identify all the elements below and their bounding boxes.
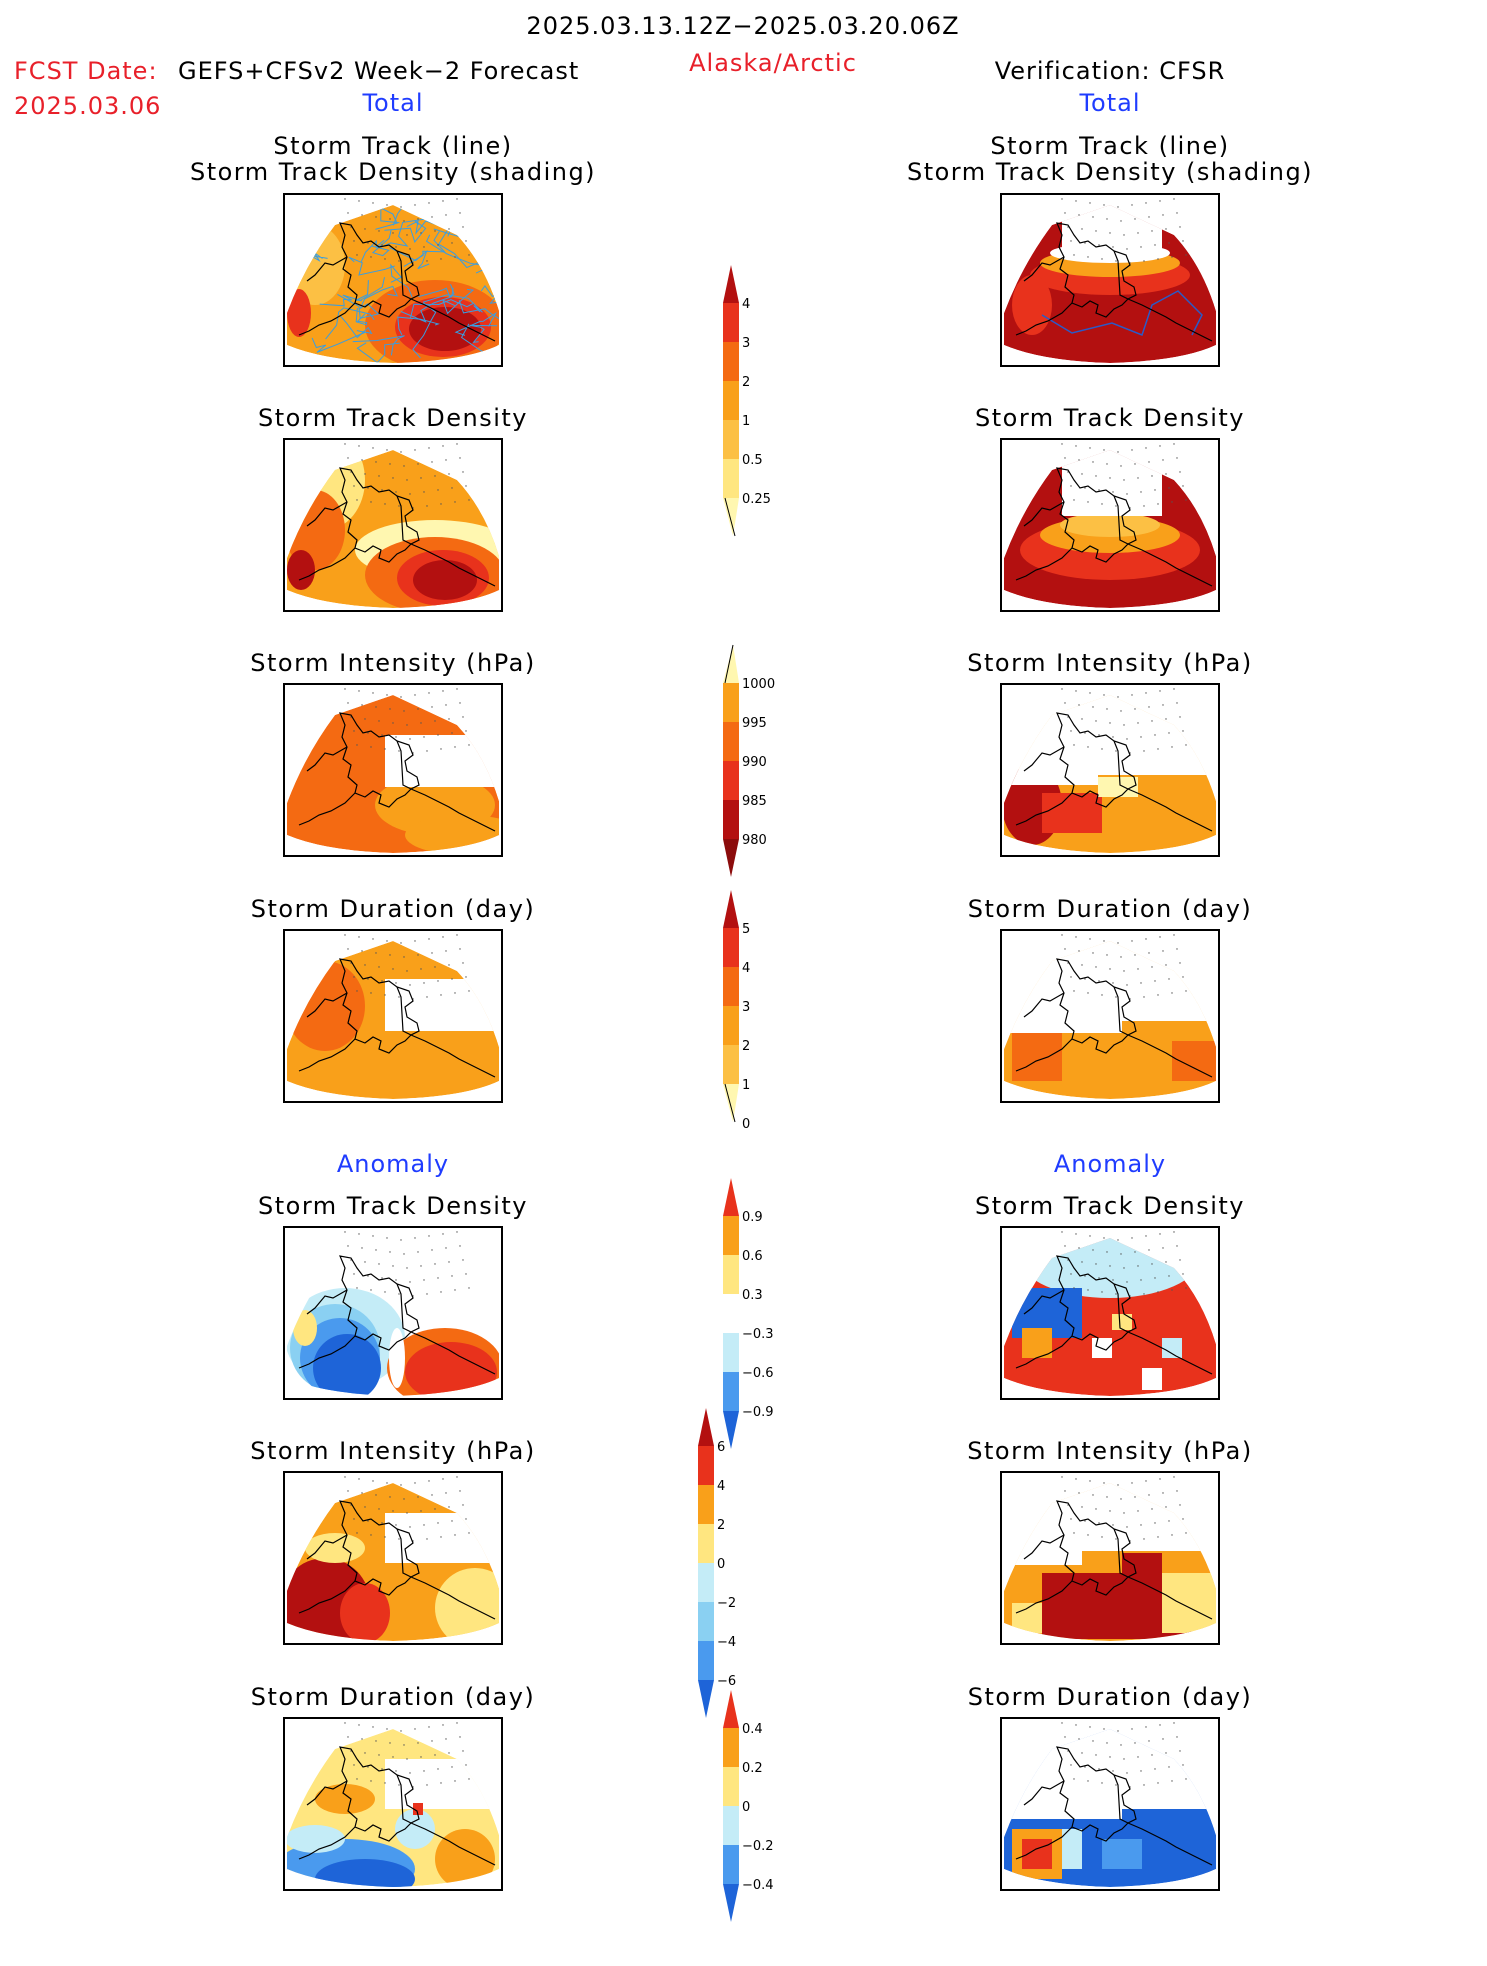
colorbar-tick-label: 1000 — [742, 677, 775, 692]
map-density-anomaly-verification — [1000, 1226, 1220, 1400]
colorbar-tick-label: 3 — [742, 336, 750, 351]
panel-title-intensity-right: Storm Intensity (hPa) — [967, 649, 1253, 677]
panel-title-intensity-left: Storm Intensity (hPa) — [250, 649, 536, 677]
map-density-verification — [1000, 438, 1220, 612]
panel-title-track-line-right: Storm Track (line) — [990, 132, 1230, 160]
map-duration-forecast — [283, 929, 503, 1103]
panel-title-track-shading-left: Storm Track Density (shading) — [189, 158, 597, 186]
colorbar-tick-label: −2 — [717, 1596, 736, 1611]
anomaly-label-left: Anomaly — [336, 1150, 450, 1178]
panel-title-track-shading-right: Storm Track Density (shading) — [906, 158, 1314, 186]
colorbar-tick-label: 4 — [717, 1479, 725, 1494]
colorbar-tick-label: 4 — [742, 297, 750, 312]
map-density-forecast — [283, 438, 503, 612]
panel-title-intensity-anom-left: Storm Intensity (hPa) — [250, 1437, 536, 1465]
date-range-title: 2025.03.13.12Z−2025.03.20.06Z — [526, 12, 960, 40]
colorbar-tick-label: 0 — [717, 1557, 725, 1572]
total-label-left: Total — [362, 89, 424, 117]
map-duration-anomaly-forecast — [283, 1717, 503, 1891]
colorbar-tick-label: 0.3 — [742, 1288, 763, 1303]
map-intensity-forecast — [283, 683, 503, 857]
panel-title-density-anom-right: Storm Track Density — [975, 1192, 1245, 1220]
colorbar-tick-label: 5 — [742, 922, 750, 937]
colorbar-tick-label: 980 — [742, 833, 767, 848]
colorbar-tick-label: 0.9 — [742, 1210, 763, 1225]
map-duration-anomaly-verification — [1000, 1717, 1220, 1891]
panel-title-duration-anom-right: Storm Duration (day) — [967, 1683, 1253, 1711]
map-track-verification — [1000, 193, 1220, 367]
colorbar-tick-label: 0.4 — [742, 1722, 763, 1737]
colorbar-intensity-anomaly: 6 4 2 0 −2 −4 −6 — [698, 1408, 778, 1762]
colorbar-tick-label: 985 — [742, 794, 767, 809]
colorbar-tick-label: 0.25 — [742, 492, 771, 507]
colorbar-duration-total: 5 4 3 2 1 0 — [723, 890, 803, 1166]
panel-title-density-anom-left: Storm Track Density — [258, 1192, 528, 1220]
total-label-right: Total — [1079, 89, 1141, 117]
colorbar-tick-label: 0 — [742, 1800, 750, 1815]
colorbar-tick-label: 1 — [742, 414, 750, 429]
colorbar-tick-label: 3 — [742, 1000, 750, 1015]
map-density-anomaly-forecast — [283, 1226, 503, 1400]
panel-title-duration-left: Storm Duration (day) — [250, 895, 536, 923]
colorbar-tick-label: 4 — [742, 961, 750, 976]
panel-title-track-line-left: Storm Track (line) — [273, 132, 513, 160]
colorbar-tick-label: 990 — [742, 755, 767, 770]
panel-title-duration-anom-left: Storm Duration (day) — [250, 1683, 536, 1711]
fcst-model-label: GEFS+CFSv2 Week−2 Forecast — [178, 57, 580, 85]
colorbar-tick-label: 2 — [742, 375, 750, 390]
map-duration-verification — [1000, 929, 1220, 1103]
colorbar-tick-label: −0.9 — [742, 1405, 774, 1420]
colorbar-tick-label: 0.2 — [742, 1761, 763, 1776]
panel-title-duration-right: Storm Duration (day) — [967, 895, 1253, 923]
colorbar-density-total: 4 3 2 1 0.5 0.25 — [723, 265, 803, 580]
anomaly-label-right: Anomaly — [1053, 1150, 1167, 1178]
fcst-date-value: 2025.03.06 — [14, 92, 162, 120]
colorbar-density-anomaly: 0.9 0.6 0.3 −0.3 −0.6 −0.9 — [723, 1178, 803, 1493]
colorbar-tick-label: 0.6 — [742, 1249, 763, 1264]
panel-title-density-left: Storm Track Density — [258, 404, 528, 432]
colorbar-tick-label: 0.5 — [742, 453, 763, 468]
colorbar-tick-label: 2 — [717, 1518, 725, 1533]
colorbar-duration-anomaly: 0.4 0.2 0 −0.2 −0.4 — [723, 1690, 803, 1966]
panel-title-density-right: Storm Track Density — [975, 404, 1245, 432]
colorbar-tick-label: 6 — [717, 1440, 725, 1455]
verification-label: Verification: CFSR — [994, 57, 1226, 85]
map-track-forecast — [283, 193, 503, 367]
colorbar-tick-label: 995 — [742, 716, 767, 731]
colorbar-tick-label: −0.2 — [742, 1839, 774, 1854]
map-intensity-verification — [1000, 683, 1220, 857]
colorbar-tick-label: 1 — [742, 1078, 750, 1093]
colorbar-intensity-total: 1000 995 990 985 980 — [723, 644, 803, 921]
map-intensity-anomaly-forecast — [283, 1471, 503, 1645]
colorbar-tick-label: −0.3 — [742, 1327, 774, 1342]
region-label: Alaska/Arctic — [689, 49, 857, 77]
map-intensity-anomaly-verification — [1000, 1471, 1220, 1645]
colorbar-tick-label: −0.6 — [742, 1366, 774, 1381]
colorbar-tick-label: −0.4 — [742, 1878, 774, 1893]
panel-title-intensity-anom-right: Storm Intensity (hPa) — [967, 1437, 1253, 1465]
colorbar-tick-label: 2 — [742, 1039, 750, 1054]
colorbar-tick-label: −6 — [717, 1674, 736, 1689]
colorbar-tick-label: −4 — [717, 1635, 736, 1650]
fcst-date-label: FCST Date: — [14, 57, 158, 85]
colorbar-tick-label: 0 — [742, 1117, 750, 1132]
